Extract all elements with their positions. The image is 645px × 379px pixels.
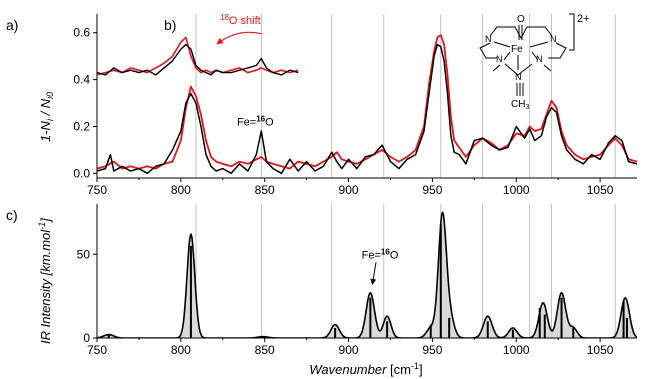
n-label-5: N — [515, 72, 522, 82]
x-tick-label-c: 1000 — [503, 343, 530, 357]
n-label-1: N — [485, 34, 492, 44]
charge-label: 2+ — [577, 13, 590, 25]
x-tick-label-a: 1050 — [587, 183, 614, 197]
reference-lines-c — [195, 204, 616, 338]
shift-label: 18O shift — [220, 13, 261, 27]
x-tick-label-c: 1050 — [587, 343, 614, 357]
methyl-label: CH3 — [511, 99, 529, 111]
series-lines-b — [96, 36, 299, 76]
x-tick-label-a: 900 — [339, 183, 359, 197]
annotation-arrow-c — [370, 262, 377, 285]
y-tick-label-a: 0.0 — [73, 166, 90, 180]
y-axis-label-a: 1-Ni / Ni0 — [38, 92, 55, 142]
molecule-structure: O Fe N N N N N CH3 2+ — [479, 13, 590, 111]
panel-b-inset: b) 18O shift — [96, 13, 299, 76]
x-tick-label-a: 750 — [87, 183, 107, 197]
series-line-a-0 — [97, 34, 637, 170]
y-tick-label-c: 50 — [77, 247, 91, 261]
reference-lines-a — [195, 14, 616, 178]
axes-a: 750 800 850 900 950 1000 1050 0.0 0.2 0.4 0.6 — [73, 14, 637, 197]
oxo-label: O — [517, 14, 525, 25]
y-tick-label-a: 0.2 — [73, 119, 90, 133]
spectrum-line — [97, 211, 637, 338]
x-tick-label-a: 1000 — [503, 183, 530, 197]
series-line-a-1 — [97, 43, 637, 175]
annotation-fe16o-a: Fe=16O — [237, 114, 274, 128]
x-tick-label-c: 800 — [171, 343, 191, 357]
fe-label: Fe — [511, 44, 523, 55]
x-tick-label-a: 850 — [255, 183, 275, 197]
x-tick-label-a: 950 — [422, 183, 442, 197]
x-axis-label-c: Wavenumber [cm-1] — [309, 361, 422, 377]
y-tick-label-a: 0.4 — [73, 73, 90, 87]
x-tick-label-a: 800 — [171, 183, 191, 197]
n-label-4: N — [536, 54, 543, 64]
series-line-b-1 — [96, 43, 299, 76]
panel-a: 750 800 850 900 950 1000 1050 0.0 0.2 0.4 0.6 a) 1… — [6, 14, 637, 197]
stick-spectrum-c — [107, 224, 628, 338]
axes-c: 750 800 850 900 950 1000 1050 0 50 — [77, 204, 637, 357]
panel-c: 750 800 850 900 950 1000 1050 0 50 c) IR Intensi… — [6, 204, 637, 377]
x-tick-label-c: 950 — [422, 343, 442, 357]
y-tick-label-a: 0.6 — [73, 26, 90, 40]
panel-label-c: c) — [6, 207, 18, 223]
shift-arrow — [216, 31, 263, 45]
n-label-3: N — [496, 54, 503, 64]
x-tick-label-c: 750 — [87, 343, 107, 357]
series-line-b-0 — [96, 36, 299, 76]
spectrum-line-c — [97, 211, 637, 338]
annotation-fe16o-c: Fe=16O — [362, 247, 399, 261]
x-tick-label-c: 850 — [255, 343, 275, 357]
x-tick-label-c: 900 — [339, 343, 359, 357]
y-tick-label-c: 0 — [83, 331, 90, 345]
panel-label-a: a) — [6, 17, 18, 33]
n-label-2: N — [550, 34, 557, 44]
spectrum-fill-c — [97, 212, 637, 338]
series-lines-a — [97, 34, 637, 175]
spectrum-fill — [97, 212, 637, 338]
y-axis-label-c: IR Intensity [km.mol-1] — [37, 218, 53, 344]
panel-label-b: b) — [164, 17, 176, 33]
